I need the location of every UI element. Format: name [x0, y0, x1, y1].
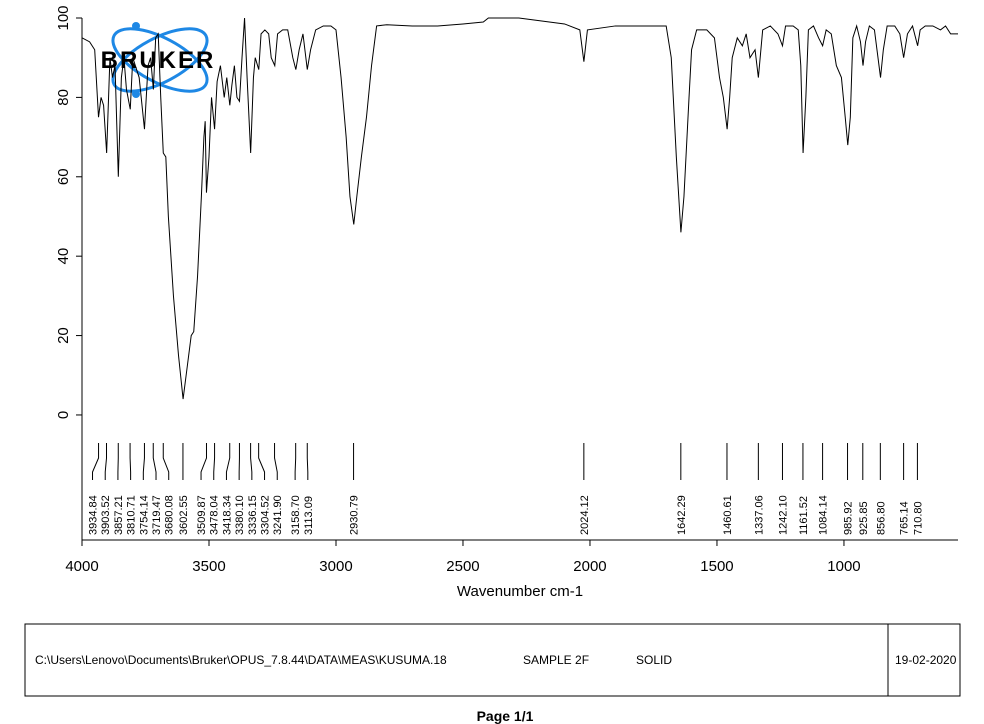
peak-label: 1460.61 [722, 495, 734, 535]
peak-label: 765.14 [899, 501, 911, 535]
peak-leader [294, 443, 297, 480]
peak-leader [258, 443, 266, 480]
peak-leader [92, 443, 100, 480]
file-path: C:\Users\Lenovo\Documents\Bruker\OPUS_7.… [35, 653, 447, 667]
peak-leader [152, 443, 157, 480]
peak-label: 3478.04 [209, 495, 221, 535]
peak-leader [213, 443, 216, 480]
peak-label: 1084.14 [818, 495, 830, 535]
peak-leader [225, 443, 231, 480]
peak-label: 3418.34 [221, 495, 233, 535]
peak-label: 3241.90 [272, 495, 284, 535]
x-axis-title: Wavenumber cm-1 [457, 583, 583, 600]
peak-label: 710.80 [912, 501, 924, 535]
peak-label: 3934.84 [88, 495, 100, 535]
peak-label: 1337.06 [753, 495, 765, 535]
peak-label: 3680.08 [164, 495, 176, 535]
logo-dot [132, 90, 140, 98]
peak-label: 3754.14 [138, 495, 150, 535]
date: 19-02-2020 [895, 653, 957, 667]
peak-label: 3509.87 [196, 495, 208, 535]
peak-label: 3113.09 [303, 496, 315, 535]
spectrum-line [82, 17, 958, 400]
x-tick-label: 3500 [192, 558, 225, 575]
logo-dot [132, 22, 140, 30]
peak-leader [129, 443, 132, 480]
footer-box [24, 623, 961, 697]
x-tick-label: 2000 [573, 558, 606, 575]
peak-leader [200, 443, 207, 480]
peak-leader [104, 443, 108, 480]
footer: C:\Users\Lenovo\Documents\Bruker\OPUS_7.… [24, 623, 961, 724]
page-number: Page 1/1 [477, 708, 534, 724]
peak-label: 1642.29 [676, 495, 688, 535]
x-tick-label: 2500 [446, 558, 479, 575]
peak-leader [162, 443, 170, 480]
sample-name: SAMPLE 2F [523, 653, 589, 667]
peak-label: 2930.79 [349, 495, 361, 535]
logo-orbit [111, 27, 209, 93]
peak-leader [142, 443, 145, 480]
peak-label: 3336.15 [247, 495, 259, 535]
peak-label: 3380.10 [234, 495, 246, 535]
x-tick-label: 1000 [827, 558, 860, 575]
peak-leader [250, 443, 253, 480]
peak-leader [274, 443, 278, 480]
sample-form: SOLID [636, 653, 672, 667]
logo-orbit [111, 27, 209, 93]
x-tick-label: 3000 [319, 558, 352, 575]
peak-label: 3304.52 [260, 495, 272, 535]
y-tick-label: 80 [55, 89, 72, 106]
peak-label: 3857.21 [113, 495, 125, 535]
x-tick-label: 1500 [700, 558, 733, 575]
peak-label: 856.80 [875, 501, 887, 535]
peak-leader [306, 443, 309, 480]
y-tick-label: 60 [55, 168, 72, 185]
peak-label: 3602.55 [178, 495, 190, 535]
peak-label: 3158.70 [290, 495, 302, 535]
peak-label: 985.92 [843, 501, 855, 535]
y-tick-label: 20 [55, 327, 72, 344]
peak-label: 3903.52 [100, 495, 112, 535]
peak-label: 3719.47 [151, 495, 163, 535]
peak-label: 1242.10 [777, 495, 789, 535]
bruker-logo: BRUKER [101, 22, 216, 98]
y-tick-label: 0 [55, 411, 72, 419]
y-tick-label: 100 [55, 5, 72, 30]
peak-label: 3810.71 [126, 495, 138, 535]
peak-label: 925.85 [858, 501, 870, 535]
y-tick-label: 40 [55, 248, 72, 265]
logo-text: BRUKER [101, 47, 216, 74]
peak-label: 1161.52 [798, 496, 810, 535]
x-tick-label: 4000 [65, 558, 98, 575]
peak-label: 2024.12 [579, 495, 591, 535]
